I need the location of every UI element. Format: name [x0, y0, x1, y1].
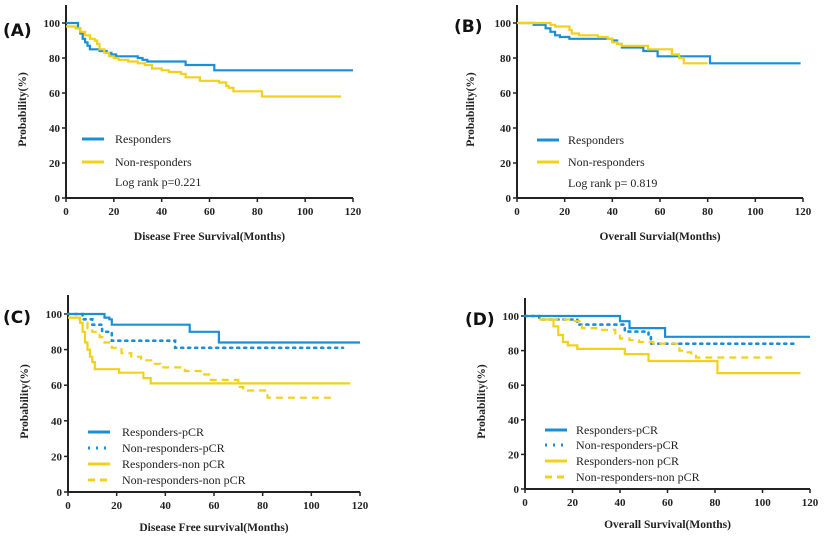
legend-label: Non-responders-non pCR	[576, 470, 700, 484]
x-tick-label: 20	[111, 500, 123, 512]
y-tick-label: 40	[500, 123, 512, 135]
series-line-responders-non-pcr	[539, 318, 801, 375]
panel-label: (A)	[3, 21, 32, 41]
legend-label: Responders-pCR	[576, 423, 658, 437]
legend-label: Responders-non pCR	[576, 454, 679, 468]
x-axis-label: Overall Survival(Months)	[604, 519, 731, 531]
series-line-responders	[66, 21, 353, 72]
panel-d: 0 20 40 60 80 100 120 0 20 40 60 80 100 Probability(%…	[465, 298, 819, 531]
x-tick-label: 40	[607, 206, 619, 218]
y-tick-label: 60	[51, 380, 63, 392]
legend-label: Non-responders	[568, 155, 645, 169]
panel-label: (D)	[465, 310, 495, 330]
x-tick-label: 20	[567, 497, 579, 509]
x-tick-label: 80	[252, 206, 264, 218]
y-tick-label: 40	[49, 123, 61, 135]
x-tick-label: 40	[156, 206, 168, 218]
panel-c: 0 20 40 60 80 100 120 0 20 40 60 80 100 Probability(%…	[3, 295, 369, 534]
x-tick-label: 60	[209, 500, 221, 512]
series-line-non-responders	[66, 25, 341, 98]
series-line-non-responders	[517, 21, 708, 65]
y-tick-label: 100	[44, 18, 61, 30]
series-line-responders-pcr	[525, 314, 810, 338]
x-tick-label: 0	[65, 500, 71, 512]
x-tick-label: 100	[754, 497, 771, 509]
y-tick-label: 40	[51, 416, 63, 428]
series-line-responders-pcr	[68, 312, 360, 344]
x-tick-label: 40	[615, 497, 627, 509]
x-tick-label: 120	[352, 500, 369, 512]
series-line-non-responders-pcr	[523, 314, 800, 345]
x-tick-label: 60	[662, 497, 674, 509]
y-axis-label: Probability(%)	[19, 364, 31, 439]
y-tick-label: 80	[508, 346, 520, 358]
x-tick-label: 80	[710, 497, 722, 509]
x-tick-label: 120	[795, 206, 812, 218]
y-tick-label: 0	[506, 193, 512, 205]
y-tick-label: 0	[55, 193, 61, 205]
y-tick-label: 60	[49, 88, 61, 100]
series-line-responders-non-pcr	[68, 316, 351, 385]
y-tick-label: 100	[503, 311, 520, 323]
y-tick-label: 20	[51, 451, 63, 463]
legend-label: Non-responders-pCR	[576, 438, 679, 452]
x-tick-label: 60	[655, 206, 667, 218]
x-axis-label: Disease Free survival(Months)	[139, 522, 288, 534]
y-tick-label: 60	[500, 88, 512, 100]
x-tick-label: 120	[802, 497, 819, 509]
series-line-responders	[517, 21, 801, 65]
y-axis-label: Probability(%)	[476, 364, 488, 439]
legend-label: Responders-pCR	[122, 425, 204, 439]
log-rank-annotation: Log rank p=0.221	[115, 175, 201, 189]
panel-b: 0 20 40 60 80 100 120 0 20 40 60 80 100 Probability(%…	[454, 5, 812, 243]
x-tick-label: 60	[204, 206, 216, 218]
legend-label: Non-responders	[115, 155, 192, 169]
x-tick-label: 0	[63, 206, 69, 218]
y-axis-label: Probability(%)	[465, 72, 477, 147]
legend-label: Responders	[568, 133, 624, 147]
x-tick-label: 0	[522, 497, 528, 509]
y-tick-label: 0	[57, 487, 63, 499]
panel-a: 0 20 40 60 80 100 120 0 20 40 60 80 100 Probability(%…	[3, 5, 362, 243]
y-tick-label: 0	[514, 484, 520, 496]
x-tick-label: 20	[559, 206, 571, 218]
x-tick-label: 20	[108, 206, 120, 218]
x-tick-label: 0	[514, 206, 520, 218]
x-tick-label: 100	[303, 500, 320, 512]
y-axis-label: Probability(%)	[17, 72, 29, 147]
x-tick-label: 100	[747, 206, 764, 218]
legend-label: Non-responders-non pCR	[122, 473, 246, 487]
panel-label: (C)	[3, 308, 31, 328]
series-line-non-responders-non-pcr	[539, 318, 777, 359]
y-tick-label: 20	[49, 158, 61, 170]
y-tick-label: 60	[508, 380, 520, 392]
legend-label: Responders-non pCR	[122, 457, 225, 471]
x-axis-label: Disease Free Survival(Months)	[134, 231, 285, 243]
legend-label: Non-responders-pCR	[122, 441, 225, 455]
y-tick-label: 100	[46, 309, 63, 321]
y-tick-label: 20	[508, 449, 520, 461]
x-tick-label: 120	[345, 206, 362, 218]
log-rank-annotation: Log rank p= 0.819	[568, 176, 657, 190]
panel-label: (B)	[454, 17, 483, 37]
series-line-non-responders-pcr	[66, 312, 345, 350]
y-tick-label: 100	[495, 18, 512, 30]
series-line-non-responders-non-pcr	[68, 316, 331, 399]
y-tick-label: 80	[51, 345, 63, 357]
y-tick-label: 20	[500, 158, 512, 170]
legend-label: Responders	[115, 132, 171, 146]
y-tick-label: 80	[49, 53, 61, 65]
y-tick-label: 80	[500, 53, 512, 65]
x-tick-label: 40	[160, 500, 172, 512]
x-tick-label: 80	[257, 500, 269, 512]
x-axis-label: Overall Survial(Months)	[599, 231, 720, 243]
x-tick-label: 80	[702, 206, 714, 218]
y-tick-label: 40	[508, 415, 520, 427]
x-tick-label: 100	[297, 206, 314, 218]
